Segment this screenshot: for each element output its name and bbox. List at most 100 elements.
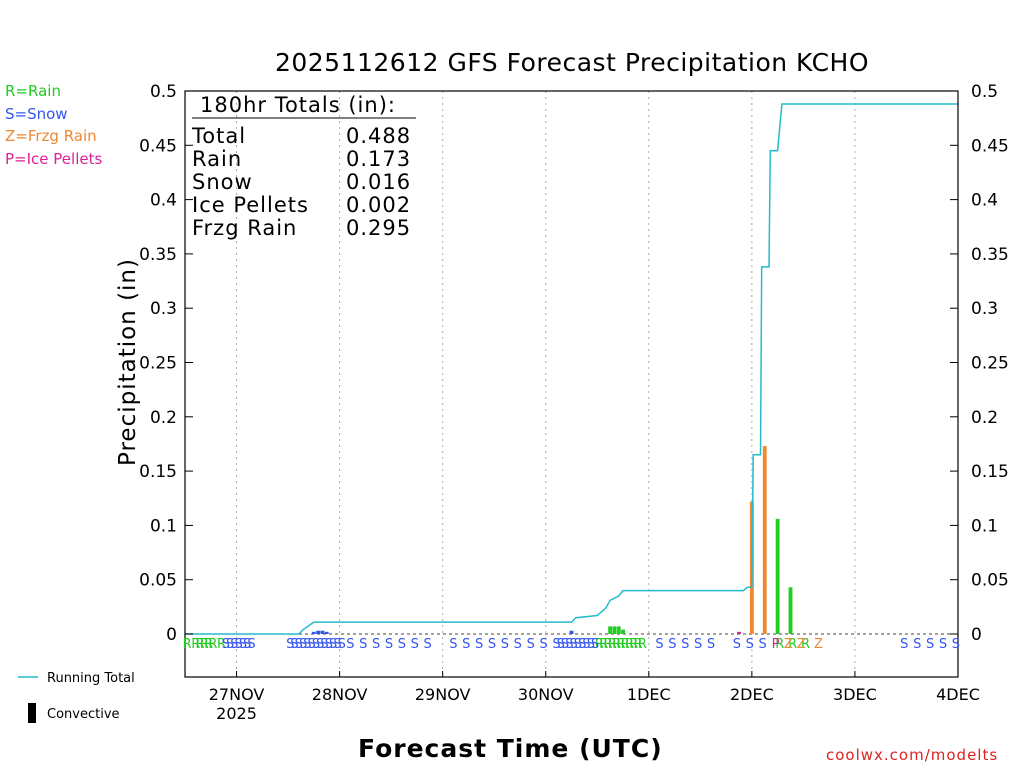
legend-convective-swatch bbox=[28, 703, 36, 723]
ptype-R-4: R bbox=[204, 637, 213, 652]
ytick-right-label-3: 0.15 bbox=[971, 462, 1009, 482]
ptype-R-12: R bbox=[616, 637, 625, 652]
totals-label-4: Frzg Rain bbox=[192, 216, 297, 240]
xtick-label-0: 27NOV bbox=[209, 685, 265, 704]
xtick-label-6: 3DEC bbox=[833, 685, 877, 704]
xtick-sublabel-0: 2025 bbox=[216, 704, 257, 723]
plot-frame bbox=[184, 90, 959, 678]
series-legend: Running Total Convective bbox=[18, 671, 135, 723]
ptype-S-49: S bbox=[707, 637, 715, 652]
bar-7 bbox=[616, 626, 621, 634]
ptype-R-18: R bbox=[775, 637, 784, 652]
xtick-label-3: 30NOV bbox=[518, 685, 574, 704]
ptype-R-13: R bbox=[621, 637, 630, 652]
ptype-S-42: S bbox=[582, 637, 590, 652]
bar-0 bbox=[311, 631, 316, 634]
ytick-right-label-7: 0.35 bbox=[971, 245, 1009, 265]
ptype-R-15: R bbox=[629, 637, 638, 652]
ptype-S-6: S bbox=[247, 637, 255, 652]
ptype-S-56: S bbox=[939, 637, 947, 652]
ytick-left-label-7: 0.35 bbox=[139, 245, 177, 265]
ptype-S-20: S bbox=[346, 637, 354, 652]
ytick-left-label-9: 0.45 bbox=[139, 136, 177, 156]
ptype-R-19: R bbox=[788, 637, 797, 652]
ptype-S-31: S bbox=[501, 637, 509, 652]
ytick-left-label-8: 0.4 bbox=[150, 191, 177, 211]
ptype-R-8: R bbox=[599, 637, 608, 652]
ptype-R-14: R bbox=[625, 637, 634, 652]
ptype-R-10: R bbox=[608, 637, 617, 652]
ptype-S-50: S bbox=[733, 637, 741, 652]
ptype-S-41: S bbox=[578, 637, 586, 652]
ptype-Z-0: Z bbox=[784, 637, 793, 652]
ptype-Z-1: Z bbox=[797, 637, 806, 652]
chart-title: 2025112612 GFS Forecast Precipitation KC… bbox=[274, 48, 870, 77]
legend-convective-label: Convective bbox=[47, 707, 120, 722]
line-layer bbox=[185, 103, 958, 635]
ptype-S-9: S bbox=[295, 637, 303, 652]
bar-4 bbox=[569, 630, 574, 634]
ptype-S-18: S bbox=[333, 637, 341, 652]
ptype-S-5: S bbox=[243, 637, 251, 652]
ptype-S-36: S bbox=[557, 637, 565, 652]
legend-freezing-rain: Z=Frzg Rain bbox=[5, 127, 97, 145]
bar-3 bbox=[324, 631, 329, 634]
ptype-R-9: R bbox=[603, 637, 612, 652]
ptype-S-4: S bbox=[239, 637, 247, 652]
ptype-S-44: S bbox=[591, 637, 599, 652]
bar-1 bbox=[316, 630, 321, 634]
legend-ice-pellets: P=Ice Pellets bbox=[5, 150, 103, 168]
totals-label-0: Total bbox=[191, 124, 246, 148]
ytick-left-label-1: 0.05 bbox=[139, 571, 177, 591]
bar-12 bbox=[775, 518, 780, 634]
ytick-right-label-0: 0 bbox=[971, 625, 982, 645]
ptype-S-48: S bbox=[694, 637, 702, 652]
ptype-S-25: S bbox=[411, 637, 419, 652]
axis-layer: 0 0 0.05 0.05 0.1 0.1 0.15 0.15 0.2 0.2 0.25 0.25 0.… bbox=[139, 82, 1009, 723]
ptype-S-10: S bbox=[299, 637, 307, 652]
ptype-R-17: R bbox=[638, 637, 647, 652]
bar-11 bbox=[762, 446, 767, 634]
bar-9 bbox=[737, 631, 741, 634]
ptype-S-38: S bbox=[565, 637, 573, 652]
ptype-S-55: S bbox=[926, 637, 934, 652]
ptype-S-37: S bbox=[561, 637, 569, 652]
bar-8 bbox=[621, 629, 625, 634]
ptype-R-20: R bbox=[801, 637, 810, 652]
xtick-label-2: 29NOV bbox=[415, 685, 471, 704]
ytick-right-label-5: 0.25 bbox=[971, 354, 1009, 374]
ptype-S-34: S bbox=[539, 637, 547, 652]
ptype-R-5: R bbox=[208, 637, 217, 652]
ptype-S-35: S bbox=[552, 637, 560, 652]
ptype-S-30: S bbox=[488, 637, 496, 652]
ytick-right-label-10: 0.5 bbox=[971, 82, 998, 102]
ptype-S-3: S bbox=[235, 637, 243, 652]
ptype-S-15: S bbox=[320, 637, 328, 652]
ptype-R-3: R bbox=[200, 637, 209, 652]
bar-2 bbox=[320, 630, 325, 634]
totals-box: 180hr Totals (in): Total 0.488 Rain 0.173 Sno… bbox=[191, 93, 416, 240]
totals-value-4: 0.295 bbox=[346, 216, 411, 240]
ptype-S-1: S bbox=[226, 637, 234, 652]
ytick-left-label-3: 0.15 bbox=[139, 462, 177, 482]
ptype-S-19: S bbox=[338, 637, 346, 652]
ptype-S-16: S bbox=[325, 637, 333, 652]
ptype-S-45: S bbox=[655, 637, 663, 652]
credit-text: coolwx.com/modelts bbox=[826, 746, 999, 764]
ytick-left-label-4: 0.2 bbox=[150, 408, 177, 428]
x-axis-label: Forecast Time (UTC) bbox=[358, 734, 663, 763]
ptype-S-2: S bbox=[230, 637, 238, 652]
ptype-S-33: S bbox=[527, 637, 535, 652]
ytick-right-label-4: 0.2 bbox=[971, 408, 998, 428]
ptype-S-0: S bbox=[222, 637, 230, 652]
ptype-S-46: S bbox=[668, 637, 676, 652]
legend-running-total-label: Running Total bbox=[47, 671, 135, 686]
ptype-R-0: R bbox=[183, 637, 192, 652]
ytick-left-label-5: 0.25 bbox=[139, 354, 177, 374]
ptype-R-7: R bbox=[595, 637, 604, 652]
ptype-S-24: S bbox=[398, 637, 406, 652]
totals-value-1: 0.173 bbox=[346, 147, 411, 171]
ytick-right-label-1: 0.05 bbox=[971, 571, 1009, 591]
ptype-S-40: S bbox=[574, 637, 582, 652]
